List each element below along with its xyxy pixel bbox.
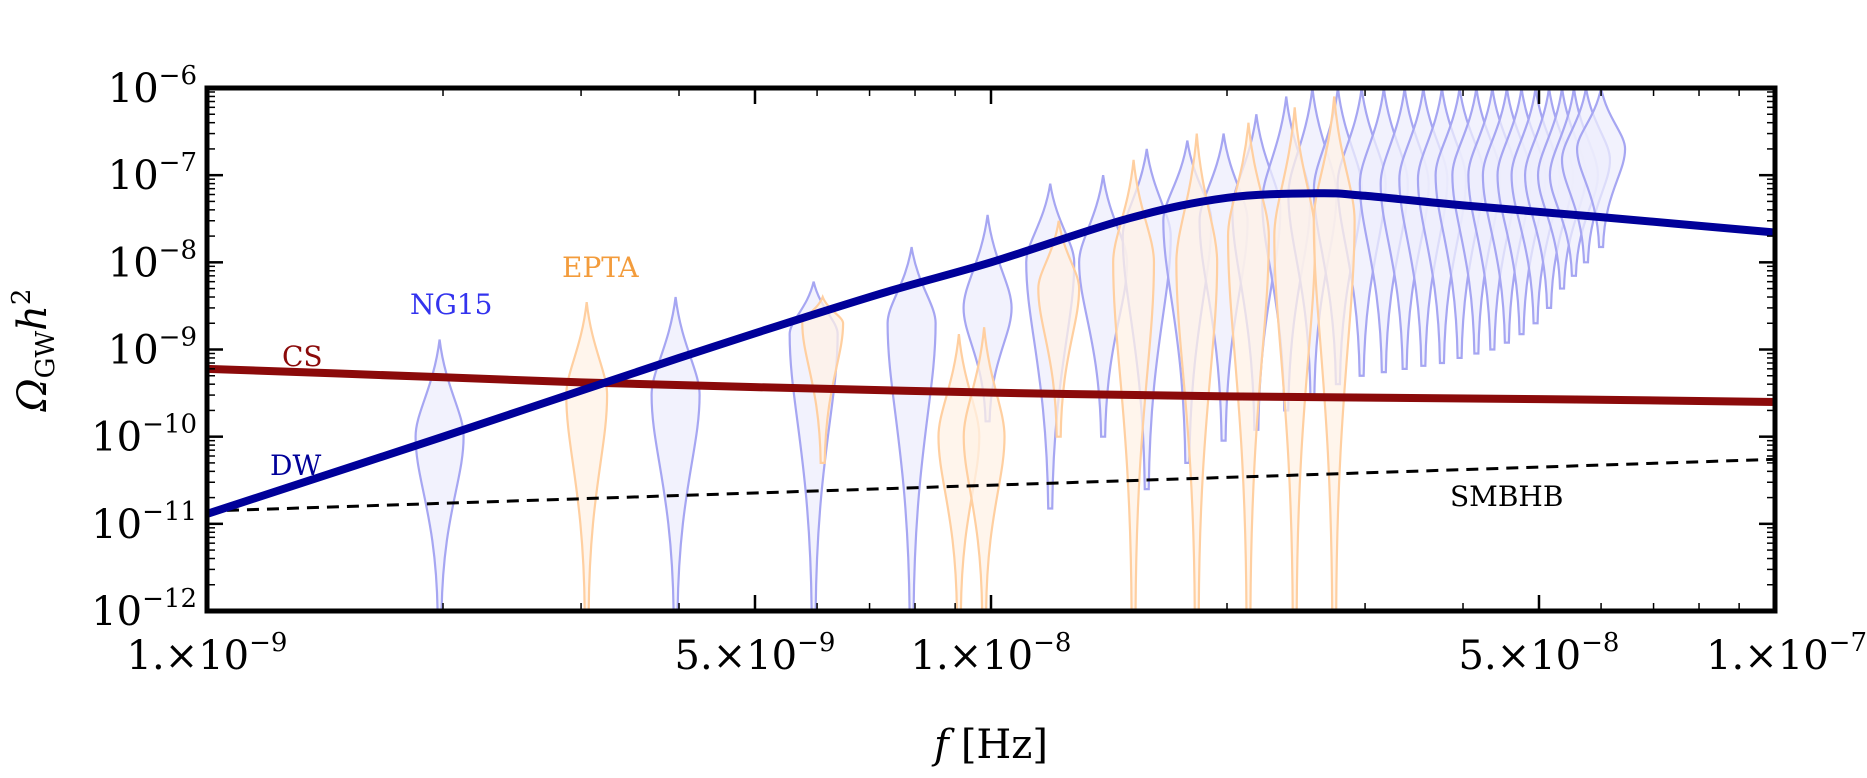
x-axis-var: f: [931, 722, 955, 768]
y-tick-label: 10−11: [91, 497, 197, 548]
y-axis-base: Ω: [10, 378, 56, 412]
y-axis-sub: GW: [31, 331, 61, 379]
epta-violin: [1037, 220, 1081, 438]
series-cs-line: [207, 364, 1775, 406]
epta-violin: [1112, 159, 1156, 611]
label-cs: CS: [282, 340, 323, 373]
y-tick-label: 10−6: [108, 61, 197, 112]
x-axis-title: f [Hz]: [931, 722, 1048, 768]
tick-label-layer: 10−12 10−11 10−10 10−9 10−8 10−7 10−6 1.×10−9 5.…: [91, 61, 1867, 679]
epta-violin: [565, 301, 609, 611]
label-ng15: NG15: [410, 288, 493, 321]
curve-layer: [207, 189, 1775, 518]
x-tick-label: 5.×10−9: [675, 628, 836, 679]
label-epta: EPTA: [562, 251, 639, 284]
y-tick-label: 10−10: [91, 410, 197, 461]
x-axis-unit: [Hz]: [961, 722, 1048, 768]
y-tick-label: 10−12: [91, 584, 197, 635]
x-tick-label: 1.×10−9: [127, 628, 288, 679]
ng15-violin: [414, 339, 465, 611]
x-tick-label: 5.×10−8: [1459, 628, 1620, 679]
epta-violin: [1312, 96, 1356, 611]
epta-violin: [1226, 122, 1270, 611]
y-tick-label: 10−9: [108, 323, 197, 374]
y-axis-title: ΩGWh2: [7, 289, 61, 413]
y-axis-sup: 2: [7, 289, 37, 306]
x-tick-label: 1.×10−8: [911, 628, 1072, 679]
ng15-violin: [886, 246, 937, 611]
series-smbhb-line: [207, 457, 1775, 513]
ng15-violin: [1575, 88, 1627, 249]
y-tick-label: 10−7: [108, 148, 197, 199]
epta-violin: [962, 327, 1006, 611]
epta-violin: [1175, 133, 1219, 611]
y-tick-label: 10−8: [108, 235, 197, 286]
y-axis-var: h: [10, 305, 56, 331]
x-tick-label: 1.×10−7: [1706, 628, 1867, 679]
tick-layer: [205, 86, 1775, 613]
label-dw: DW: [270, 449, 321, 482]
ng15-violin: [650, 296, 701, 611]
series-dw-line: [207, 189, 1775, 518]
label-smbhb: SMBHB: [1450, 480, 1563, 513]
violin-layer: [414, 88, 1627, 611]
